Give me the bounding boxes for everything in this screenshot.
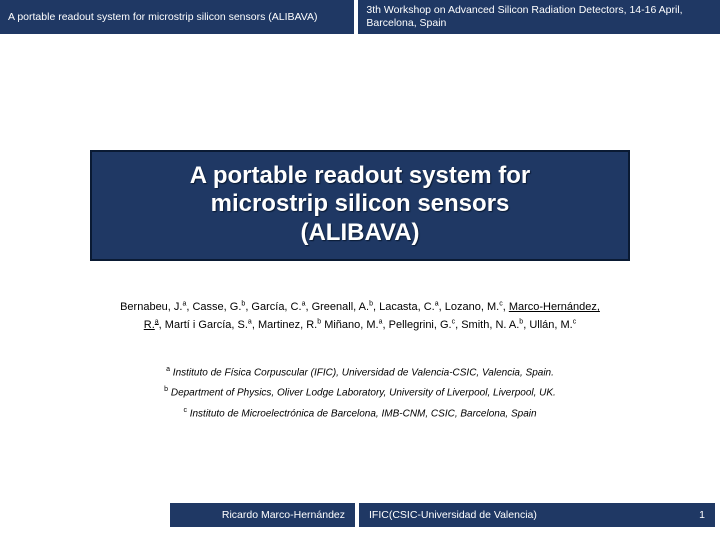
header-right: 3th Workshop on Advanced Silicon Radiati… <box>358 0 720 34</box>
affiliation-a: a Instituto de Física Corpuscular (IFIC)… <box>40 366 680 378</box>
main-title: A portable readout system for microstrip… <box>108 162 612 247</box>
header-left: A portable readout system for microstrip… <box>0 0 354 34</box>
affiliation-c: c Instituto de Microelectrónica de Barce… <box>40 407 680 419</box>
header-bar: A portable readout system for microstrip… <box>0 0 720 34</box>
page-number: 1 <box>699 509 705 521</box>
affiliation-text: Instituto de Microelectrónica de Barcelo… <box>187 408 537 419</box>
footer-institute: IFIC(CSIC-Universidad de Valencia) 1 <box>359 503 715 527</box>
affiliations: a Instituto de Física Corpuscular (IFIC)… <box>40 358 680 419</box>
author-seg: , García, C. <box>245 301 301 313</box>
author-seg: , Lozano, M. <box>439 301 500 313</box>
author-sup: c <box>573 318 577 325</box>
affiliation-text: Instituto de Física Corpuscular (IFIC), … <box>170 367 554 378</box>
header-left-text: A portable readout system for microstrip… <box>8 11 317 23</box>
author-list: Bernabeu, J.a, Casse, G.b, García, C.a, … <box>40 298 680 334</box>
footer-bar: Ricardo Marco-Hernández IFIC(CSIC-Univer… <box>0 503 720 527</box>
author-seg: , Lacasta, C. <box>373 301 435 313</box>
affiliation-b: b Department of Physics, Oliver Lodge La… <box>40 386 680 398</box>
author-seg: , Martí i García, S. <box>159 319 248 331</box>
author-seg: , Ullán, M. <box>523 319 573 331</box>
author-seg: , Smith, N. A. <box>455 319 519 331</box>
footer-author-text: Ricardo Marco-Hernández <box>222 509 345 521</box>
title-line-1: A portable readout system for <box>190 162 531 189</box>
presenting-author: Marco-Hernández, <box>509 301 600 313</box>
author-seg: Bernabeu, J. <box>120 301 182 313</box>
presenting-author: R. <box>144 319 155 331</box>
author-seg: , Casse, G. <box>186 301 241 313</box>
footer-author: Ricardo Marco-Hernández <box>170 503 355 527</box>
title-box: A portable readout system for microstrip… <box>90 150 630 261</box>
author-seg: , Pellegrini, G. <box>383 319 452 331</box>
author-seg: Miñano, M. <box>321 319 378 331</box>
author-seg: , Martinez, R. <box>252 319 317 331</box>
title-line-2: microstrip silicon sensors <box>211 190 510 217</box>
header-right-text: 3th Workshop on Advanced Silicon Radiati… <box>366 4 712 30</box>
author-seg: , Greenall, A. <box>305 301 369 313</box>
footer-institute-text: IFIC(CSIC-Universidad de Valencia) <box>369 509 537 521</box>
title-line-3: (ALIBAVA) <box>300 219 419 246</box>
affiliation-text: Department of Physics, Oliver Lodge Labo… <box>168 388 556 399</box>
